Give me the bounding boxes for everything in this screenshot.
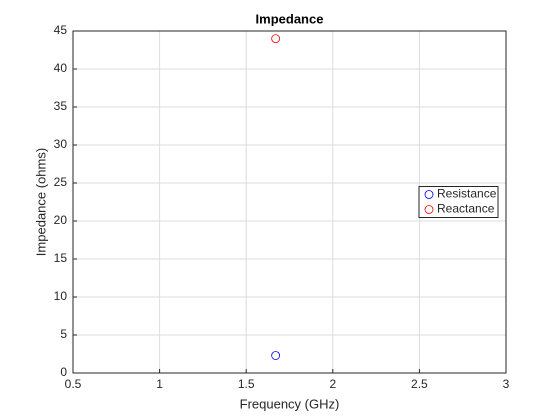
chart-title: Impedance xyxy=(256,11,324,26)
y-tick-label: 20 xyxy=(54,213,68,227)
x-tick-label: 3 xyxy=(503,377,510,391)
marker xyxy=(271,34,281,43)
y-tick-label: 45 xyxy=(54,23,68,37)
x-tick-label: 2 xyxy=(329,377,336,391)
y-axis-label: Impedance (ohms) xyxy=(33,148,48,256)
legend-label: Reactance xyxy=(437,202,495,216)
y-tick-label: 30 xyxy=(54,137,68,151)
axes-box xyxy=(72,30,507,374)
x-axis-label: Frequency (GHz) xyxy=(240,396,340,411)
y-tick-label: 40 xyxy=(54,61,68,75)
x-tick-label: 0.5 xyxy=(65,377,82,391)
x-tick-label: 2.5 xyxy=(411,377,428,391)
legend-marker xyxy=(424,205,434,214)
x-tick-label: 1 xyxy=(156,377,163,391)
y-tick-label: 10 xyxy=(54,289,68,303)
legend-label: Resistance xyxy=(437,187,497,201)
legend-marker xyxy=(424,190,434,199)
y-tick-label: 5 xyxy=(60,327,67,341)
marker xyxy=(271,351,281,360)
x-tick-label: 1.5 xyxy=(238,377,255,391)
y-tick-label: 0 xyxy=(60,365,67,379)
y-tick-label: 35 xyxy=(54,99,68,113)
y-tick-label: 15 xyxy=(54,251,68,265)
y-tick-label: 25 xyxy=(54,175,68,189)
